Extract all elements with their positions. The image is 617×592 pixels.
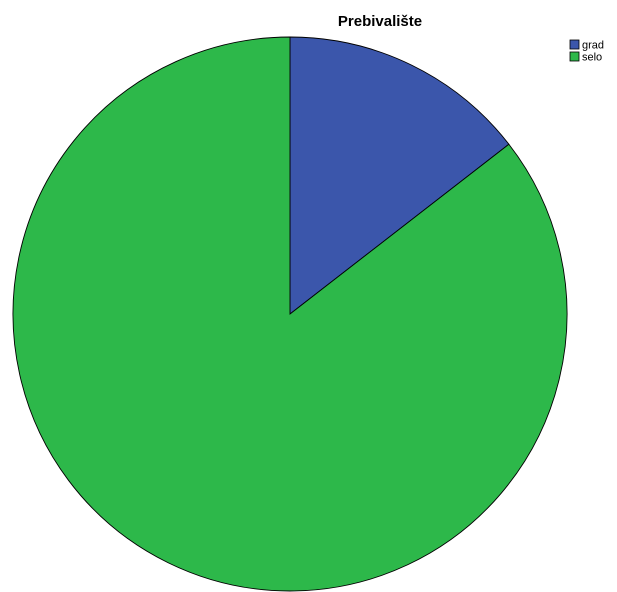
legend-swatch-selo (569, 51, 580, 62)
legend-label-grad: grad (582, 40, 604, 52)
pie-slice-selo (12, 36, 568, 592)
legend-swatch-grad (569, 39, 580, 50)
legend-label-selo: selo (582, 52, 602, 64)
chart-title: Prebivalište (338, 13, 422, 30)
pie-slices (12, 36, 568, 592)
pie-slice-grad (289, 36, 510, 315)
